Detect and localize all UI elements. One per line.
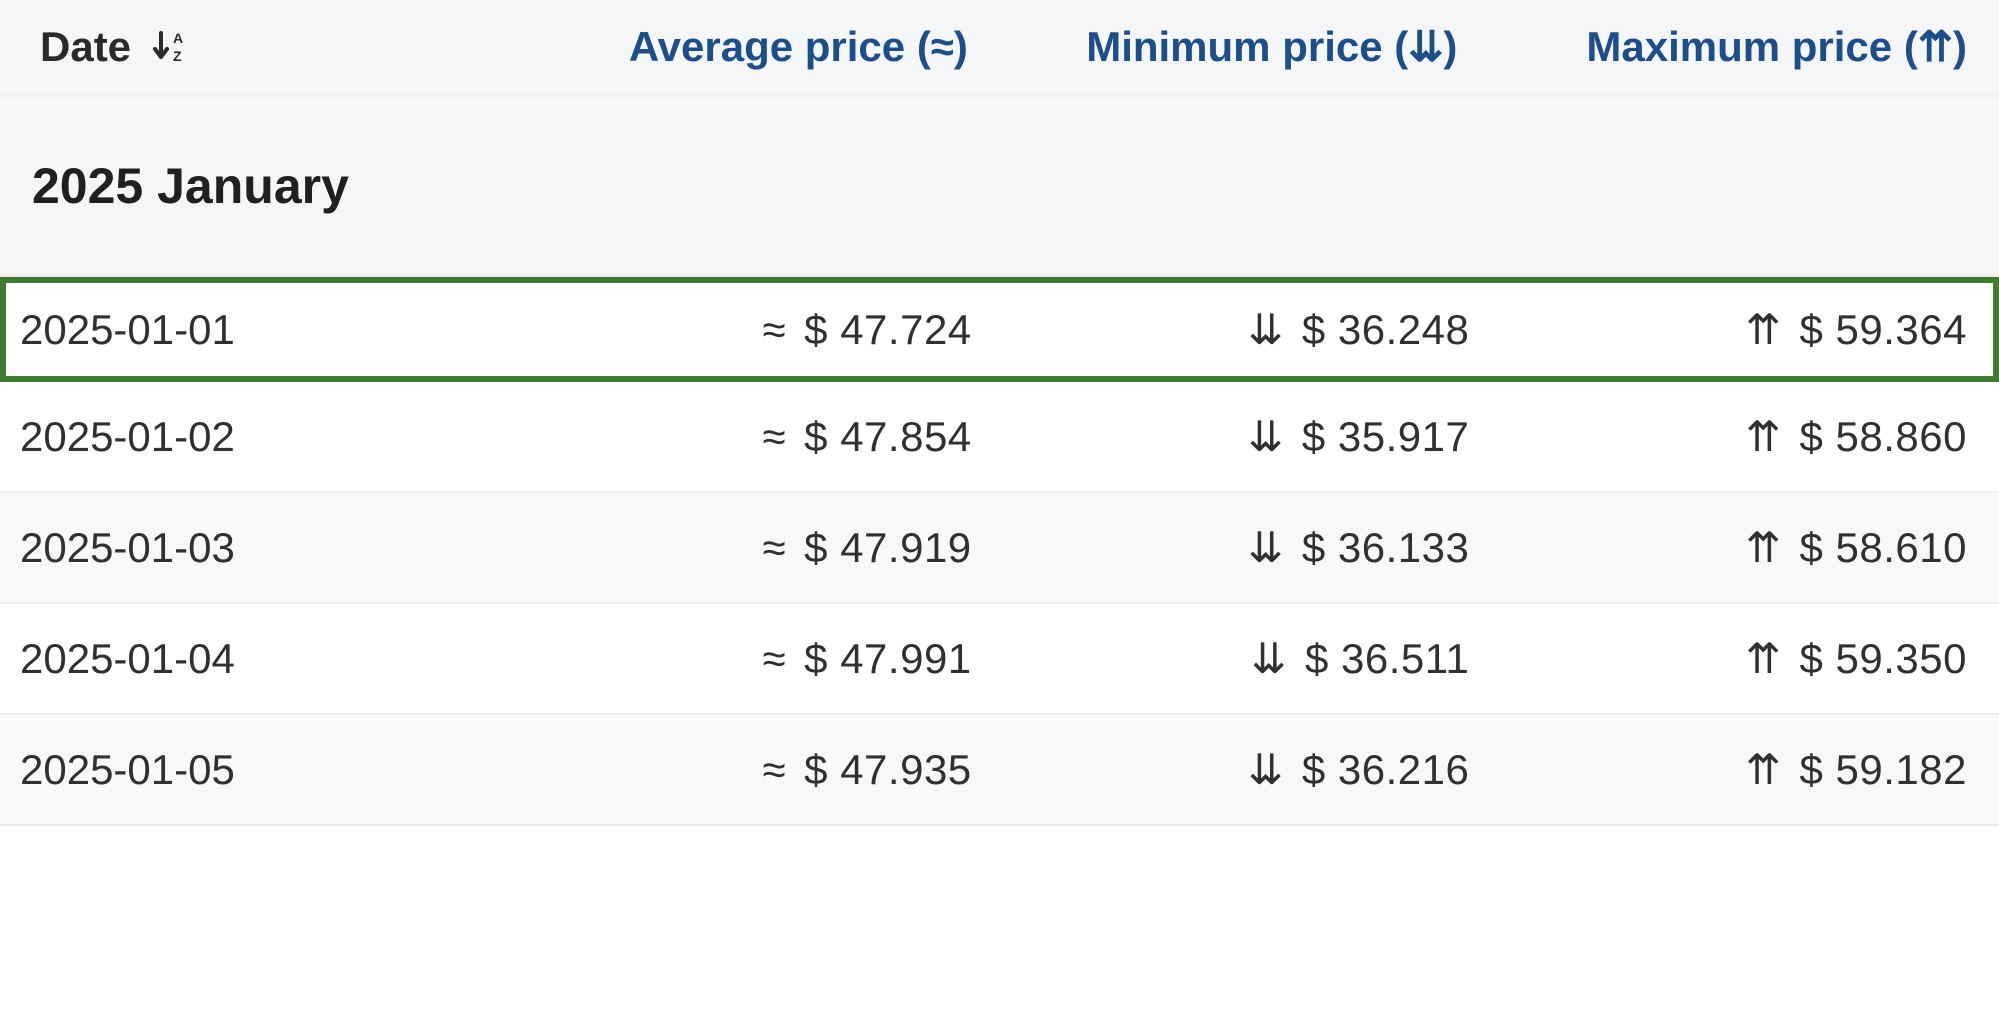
cell-min: ⇊ $ 35.917	[992, 412, 1490, 461]
down-arrows-icon: ⇊	[1248, 523, 1284, 572]
table-row[interactable]: 2025-01-04≈ $ 47.991⇊ $ 36.511⇈ $ 59.350	[0, 604, 1999, 715]
cell-date: 2025-01-04	[18, 635, 516, 683]
cell-max: ⇈ $ 59.350	[1489, 634, 1987, 683]
cell-date: 2025-01-03	[18, 524, 516, 572]
cell-max: ⇈ $ 59.364	[1489, 305, 1987, 354]
column-header-min[interactable]: Minimum price (⇊)	[998, 22, 1488, 71]
table-row[interactable]: 2025-01-02≈ $ 47.854⇊ $ 35.917⇈ $ 58.860	[0, 382, 1999, 493]
column-header-avg[interactable]: Average price (≈)	[530, 23, 998, 71]
svg-text:Z: Z	[173, 48, 182, 64]
cell-date: 2025-01-01	[18, 306, 516, 354]
cell-date: 2025-01-05	[18, 746, 516, 794]
up-arrows-icon: ⇈	[1746, 412, 1782, 461]
cell-min: ⇊ $ 36.511	[992, 634, 1490, 683]
cell-max: ⇈ $ 58.610	[1489, 523, 1987, 572]
table-row[interactable]: 2025-01-01≈ $ 47.724⇊ $ 36.248⇈ $ 59.364	[0, 277, 1999, 382]
sort-az-icon[interactable]: A Z	[151, 27, 191, 67]
up-arrows-icon: ⇈	[1746, 305, 1782, 354]
cell-date: 2025-01-02	[18, 413, 516, 461]
approx-icon: ≈	[762, 306, 786, 354]
cell-avg: ≈ $ 47.724	[516, 306, 992, 354]
table-row[interactable]: 2025-01-05≈ $ 47.935⇊ $ 36.216⇈ $ 59.182	[0, 715, 1999, 826]
up-arrows-icon: ⇈	[1746, 634, 1782, 683]
cell-max: ⇈ $ 58.860	[1489, 412, 1987, 461]
cell-max: ⇈ $ 59.182	[1489, 745, 1987, 794]
down-arrows-icon: ⇊	[1248, 305, 1284, 354]
down-arrows-icon: ⇊	[1248, 745, 1284, 794]
table-row[interactable]: 2025-01-03≈ $ 47.919⇊ $ 36.133⇈ $ 58.610	[0, 493, 1999, 604]
column-header-date-label: Date	[40, 23, 131, 70]
down-arrows-icon: ⇊	[1248, 412, 1284, 461]
down-arrows-icon: ⇊	[1251, 634, 1287, 683]
up-arrows-icon: ⇈	[1746, 523, 1782, 572]
table-header-row: Date A Z Average price (≈) Minimum price…	[0, 0, 1999, 97]
column-header-max[interactable]: Maximum price (⇈)	[1487, 22, 1977, 71]
cell-min: ⇊ $ 36.133	[992, 523, 1490, 572]
column-header-min-label: Minimum price (⇊)	[1086, 23, 1457, 70]
column-header-date[interactable]: Date A Z	[40, 23, 530, 71]
column-header-avg-label: Average price (≈)	[629, 23, 968, 70]
cell-min: ⇊ $ 36.248	[992, 305, 1490, 354]
column-header-max-label: Maximum price (⇈)	[1586, 23, 1967, 70]
approx-icon: ≈	[762, 524, 786, 572]
approx-icon: ≈	[762, 746, 786, 794]
approx-icon: ≈	[762, 635, 786, 683]
cell-avg: ≈ $ 47.991	[516, 635, 992, 683]
cell-min: ⇊ $ 36.216	[992, 745, 1490, 794]
cell-avg: ≈ $ 47.935	[516, 746, 992, 794]
table-body: 2025-01-01≈ $ 47.724⇊ $ 36.248⇈ $ 59.364…	[0, 277, 1999, 826]
approx-icon: ≈	[762, 413, 786, 461]
up-arrows-icon: ⇈	[1746, 745, 1782, 794]
cell-avg: ≈ $ 47.854	[516, 413, 992, 461]
price-table: Date A Z Average price (≈) Minimum price…	[0, 0, 1999, 826]
month-group-header: 2025 January	[0, 97, 1999, 277]
svg-text:A: A	[173, 30, 183, 46]
cell-avg: ≈ $ 47.919	[516, 524, 992, 572]
